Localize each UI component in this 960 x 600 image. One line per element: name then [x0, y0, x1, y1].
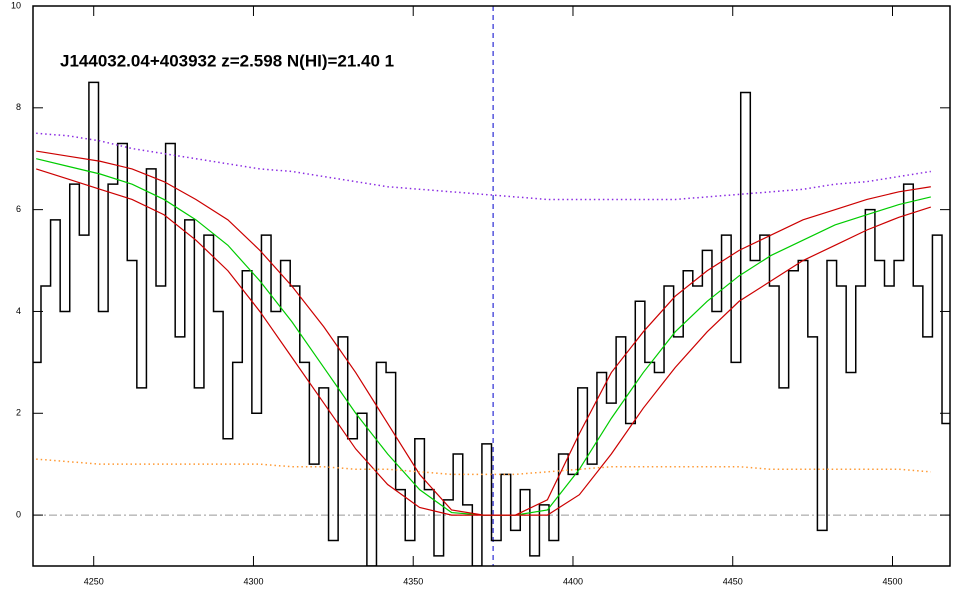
y-tick-label: 2	[16, 408, 21, 418]
chart-title: J144032.04+403932 z=2.598 N(HI)=21.40 1	[60, 51, 394, 70]
y-tick-label: 10	[11, 0, 21, 10]
y-tick-label: 6	[16, 204, 21, 214]
x-tick-label: 4250	[84, 576, 104, 586]
plot-area	[33, 6, 950, 566]
y-tick-label: 4	[16, 306, 21, 316]
y-tick-label: 8	[16, 102, 21, 112]
model-line	[36, 168, 932, 516]
x-tick-label: 4450	[723, 576, 743, 586]
x-tick-label: 4400	[563, 576, 583, 586]
x-tick-label: 4300	[243, 576, 263, 586]
y-tick-label: 0	[16, 509, 21, 519]
plot-frame	[32, 5, 951, 567]
x-tick-label: 4350	[403, 576, 423, 586]
x-tick-label: 4500	[882, 576, 902, 586]
flux-line	[33, 81, 950, 566]
model-line	[36, 458, 931, 476]
